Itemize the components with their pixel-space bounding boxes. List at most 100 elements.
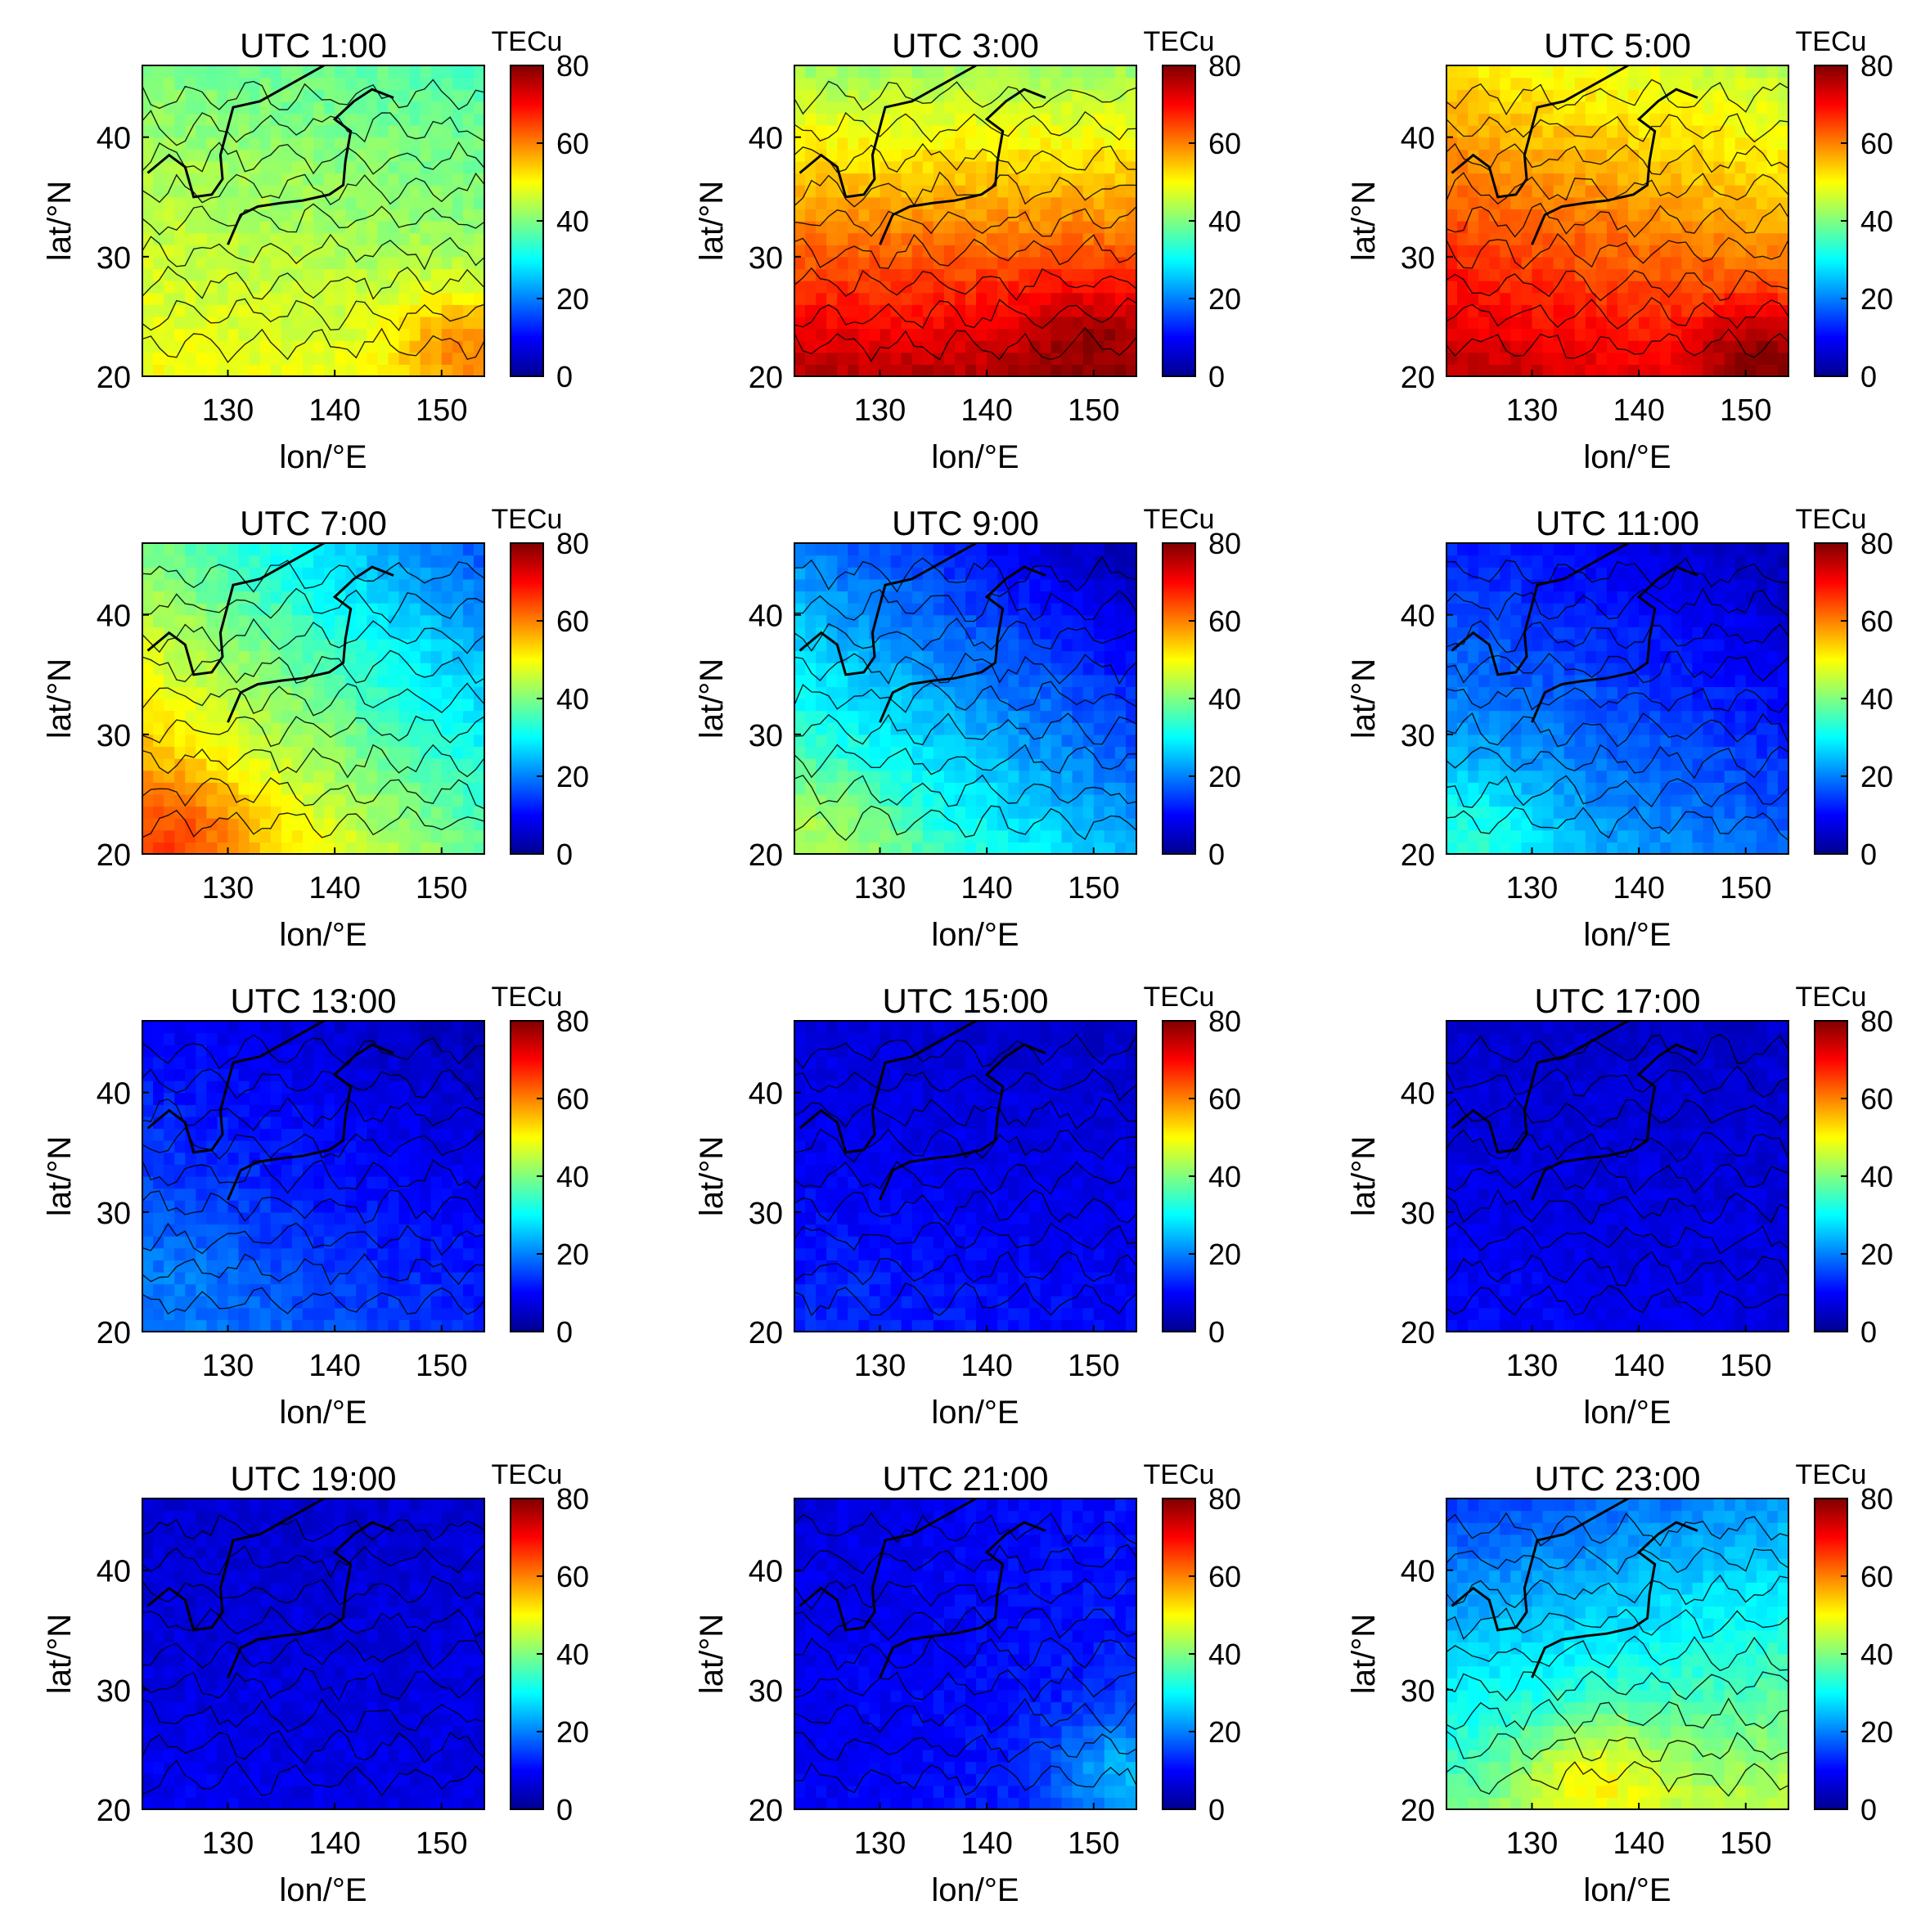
tec-cell xyxy=(826,806,838,819)
tec-cell xyxy=(1595,686,1608,699)
tec-cell xyxy=(922,137,934,150)
tec-cell xyxy=(441,591,453,604)
colorbar-tick-label: 20 xyxy=(556,760,589,793)
tec-cell xyxy=(1029,674,1041,687)
tec-cell xyxy=(1500,221,1511,234)
tec-cell xyxy=(1532,722,1544,735)
tec-cell xyxy=(174,734,186,748)
tec-cell xyxy=(206,65,218,79)
tec-cell xyxy=(1093,758,1105,771)
tec-cell xyxy=(1489,125,1500,138)
x-tick-label: 130 xyxy=(854,871,906,905)
tec-cell xyxy=(1617,304,1629,317)
tec-cell xyxy=(345,770,357,783)
tec-cell xyxy=(313,710,325,723)
tec-cell xyxy=(1595,746,1608,759)
tec-cell xyxy=(1489,734,1500,748)
tec-cell xyxy=(943,722,956,735)
tec-cell xyxy=(1766,770,1779,783)
tec-cell xyxy=(1093,281,1105,294)
tec-cell xyxy=(848,292,859,305)
tec-cell xyxy=(238,782,250,795)
tec-cell xyxy=(1019,137,1030,150)
tec-cell xyxy=(1639,806,1650,819)
tec-cell xyxy=(473,209,484,222)
tec-cell xyxy=(1681,352,1694,365)
tec-cell xyxy=(987,818,998,831)
tec-cell xyxy=(794,734,806,748)
tec-cell xyxy=(1671,292,1682,305)
tec-cell xyxy=(302,256,314,270)
tec-cell xyxy=(420,663,432,676)
tec-cell xyxy=(1777,340,1788,353)
tec-cell xyxy=(1542,185,1554,198)
tec-cell xyxy=(1756,185,1768,198)
tec-cell xyxy=(1756,806,1768,819)
tec-cell xyxy=(462,340,475,353)
tec-cell xyxy=(420,591,432,604)
tec-cell xyxy=(452,268,464,281)
tec-cell xyxy=(1510,842,1523,854)
x-axis-label: lon/°E xyxy=(931,439,1019,475)
tec-cell xyxy=(441,196,453,209)
tec-cell xyxy=(452,793,464,807)
tec-cell xyxy=(1125,567,1136,580)
tec-cell xyxy=(1029,256,1041,270)
tec-cell xyxy=(185,722,196,735)
tec-cell xyxy=(1585,663,1597,676)
tec-cell xyxy=(227,734,240,748)
tec-cell xyxy=(1745,149,1757,162)
panel-title: UTC 9:00 xyxy=(892,504,1039,542)
tec-cell xyxy=(313,746,325,759)
tec-cell xyxy=(281,543,293,556)
tec-cell xyxy=(1008,746,1019,759)
tec-cell xyxy=(153,770,164,783)
tec-cell xyxy=(1008,221,1019,234)
tec-cell xyxy=(473,686,484,699)
tec-cell xyxy=(377,364,389,376)
tec-cell xyxy=(1703,829,1715,842)
tec-cell xyxy=(1692,232,1704,245)
tec-cell xyxy=(430,364,443,376)
tec-cell xyxy=(954,567,966,580)
tec-cell xyxy=(1478,818,1490,831)
tec-cell xyxy=(1072,101,1084,115)
tec-cell xyxy=(452,209,464,222)
tec-cell xyxy=(420,221,432,234)
tec-cell xyxy=(1671,699,1682,712)
tec-cell xyxy=(1692,627,1704,640)
tec-cell xyxy=(270,125,282,138)
colorbar-tick-label: 40 xyxy=(556,204,589,238)
tec-cell xyxy=(1093,328,1105,341)
tec-cell xyxy=(1745,842,1757,854)
tec-cell xyxy=(890,328,902,341)
tec-cell xyxy=(335,160,346,174)
tec-cell xyxy=(142,149,154,162)
tec-cell xyxy=(259,364,272,376)
tec-cell xyxy=(1446,782,1458,795)
tec-cell xyxy=(965,281,977,294)
tec-cell xyxy=(1585,734,1597,748)
tec-cell xyxy=(217,746,229,759)
tec-cell xyxy=(388,185,400,198)
tec-cell xyxy=(1521,89,1533,102)
tec-cell xyxy=(388,196,400,209)
tec-cell xyxy=(987,292,998,305)
tec-cell xyxy=(1553,663,1565,676)
tec-cell xyxy=(901,829,913,842)
tec-cell xyxy=(858,292,871,305)
tec-cell xyxy=(1542,232,1554,245)
tec-cell xyxy=(1040,603,1052,616)
tec-cell xyxy=(196,770,207,783)
tec-cell xyxy=(324,65,335,79)
tec-cell xyxy=(324,614,335,627)
tec-cell xyxy=(324,137,335,150)
tec-cell xyxy=(388,281,400,294)
tec-cell xyxy=(259,137,272,150)
tec-cell xyxy=(1029,806,1041,819)
tec-cell xyxy=(324,842,335,854)
tec-cell xyxy=(206,699,218,712)
tec-cell xyxy=(441,650,453,663)
tec-cell xyxy=(1542,806,1554,819)
tec-cell xyxy=(1457,663,1469,676)
